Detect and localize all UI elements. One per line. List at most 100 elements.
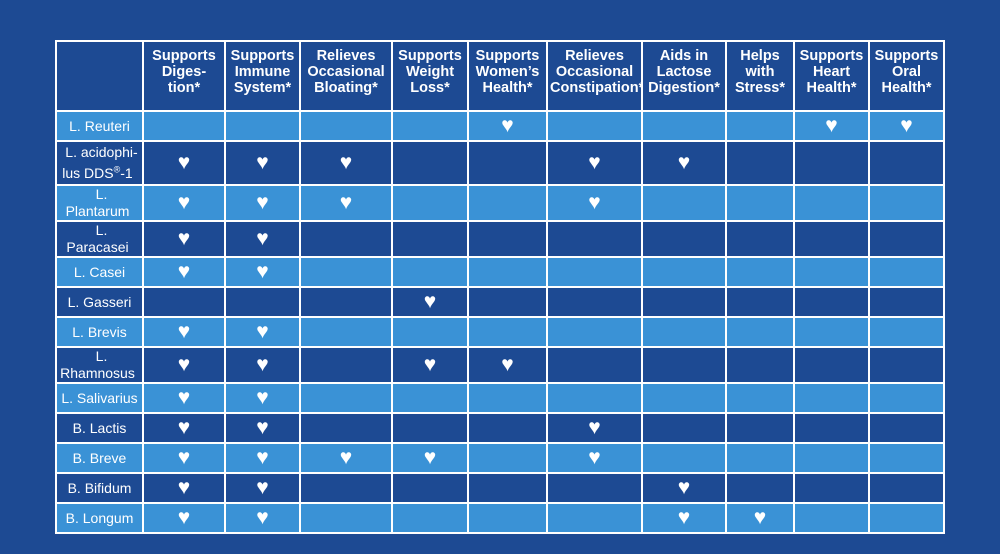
- benefit-cell: [641, 412, 727, 444]
- benefit-cell: ♥: [725, 502, 795, 534]
- benefit-cell: [142, 286, 226, 318]
- strain-name-cell: L. Casei: [55, 256, 144, 288]
- strain-name: L. Casei: [73, 263, 126, 280]
- strain-name: L. Paracasei: [66, 222, 129, 255]
- strain-name-cell: L. acidophi-lus DDS®-1: [55, 140, 144, 186]
- benefit-cell: [546, 502, 643, 534]
- table-row: L. Brevis ♥ ♥: [55, 316, 945, 348]
- strain-name: B. Bifidum: [67, 479, 132, 496]
- heart-icon: ♥: [177, 476, 191, 499]
- benefit-cell: [546, 286, 643, 318]
- strain-name-cell: L. Paracasei: [55, 220, 144, 258]
- strain-name-cell: B. Breve: [55, 442, 144, 474]
- heart-icon: ♥: [177, 260, 191, 283]
- benefit-cell: [725, 412, 795, 444]
- table-body: L. Reuteri ♥ ♥ ♥ L. acidophi-lus DDS®-1 ♥ ♥ ♥ ♥ ♥…: [55, 110, 945, 534]
- benefit-cell: ♥: [142, 184, 226, 222]
- benefit-cell: ♥: [142, 256, 226, 288]
- benefit-cell: ♥: [142, 346, 226, 384]
- benefit-cell: ♥: [299, 140, 393, 186]
- column-header-label: Supports Immune System*: [230, 48, 295, 96]
- benefit-cell: ♥: [391, 442, 469, 474]
- benefit-cell: [546, 472, 643, 504]
- table-row: B. Bifidum ♥ ♥ ♥: [55, 472, 945, 504]
- benefit-cell: [725, 286, 795, 318]
- heart-icon: ♥: [177, 227, 191, 250]
- benefit-cell: ♥: [546, 184, 643, 222]
- benefit-cell: [299, 110, 393, 142]
- benefit-cell: [299, 316, 393, 348]
- heart-icon: ♥: [588, 191, 601, 214]
- benefit-cell: [793, 442, 870, 474]
- benefit-cell: ♥: [224, 346, 301, 384]
- heart-icon: ♥: [753, 506, 767, 529]
- benefit-cell: ♥: [224, 502, 301, 534]
- strain-name-cell: L. Salivarius: [55, 382, 144, 414]
- benefit-cell: [391, 184, 469, 222]
- strain-name: L. Plantarum: [65, 186, 130, 219]
- benefit-cell: [391, 140, 469, 186]
- heart-icon: ♥: [423, 353, 437, 376]
- heart-icon: ♥: [256, 320, 269, 343]
- column-header: Supports Weight Loss*: [391, 40, 469, 112]
- benefit-cell: ♥: [142, 316, 226, 348]
- strain-name-cell: L. Brevis: [55, 316, 144, 348]
- heart-icon: ♥: [677, 476, 691, 499]
- benefit-cell: [868, 220, 945, 258]
- benefit-cell: [868, 286, 945, 318]
- column-header: Supports Immune System*: [224, 40, 301, 112]
- benefit-cell: [641, 286, 727, 318]
- heart-icon: ♥: [900, 114, 913, 137]
- heart-icon: ♥: [588, 446, 601, 469]
- benefit-cell: [641, 442, 727, 474]
- benefit-cell: ♥: [224, 382, 301, 414]
- heart-icon: ♥: [256, 151, 269, 174]
- table-row: L. Plantarum ♥ ♥ ♥ ♥: [55, 184, 945, 222]
- column-header-label: Supports Oral Health*: [874, 48, 939, 96]
- benefit-cell: [725, 256, 795, 288]
- heart-icon: ♥: [177, 446, 191, 469]
- benefit-cell: [546, 346, 643, 384]
- strain-name: B. Lactis: [72, 419, 127, 436]
- benefit-cell: [868, 382, 945, 414]
- heart-icon: ♥: [177, 320, 191, 343]
- benefit-cell: [299, 412, 393, 444]
- column-header-label: Relieves Occasional Constipation*: [550, 48, 642, 96]
- table-row: B. Breve ♥ ♥ ♥ ♥ ♥: [55, 442, 945, 474]
- heart-icon: ♥: [588, 416, 601, 439]
- strain-name: B. Longum: [65, 509, 134, 526]
- benefit-cell: [793, 382, 870, 414]
- benefit-cell: [467, 220, 548, 258]
- benefit-cell: ♥: [299, 184, 393, 222]
- heart-icon: ♥: [339, 191, 353, 214]
- table-row: L. Paracasei ♥ ♥: [55, 220, 945, 258]
- table-row: L. acidophi-lus DDS®-1 ♥ ♥ ♥ ♥ ♥: [55, 140, 945, 186]
- benefit-cell: [467, 286, 548, 318]
- column-header-label: Supports Heart Health*: [799, 48, 864, 96]
- benefit-cell: ♥: [224, 184, 301, 222]
- benefit-cell: ♥: [224, 412, 301, 444]
- table-row: L. Salivarius ♥ ♥: [55, 382, 945, 414]
- table-row: L. Gasseri ♥: [55, 286, 945, 318]
- heart-icon: ♥: [825, 114, 838, 137]
- benefit-cell: ♥: [546, 442, 643, 474]
- benefit-cell: [299, 346, 393, 384]
- benefit-cell: [793, 184, 870, 222]
- benefit-cell: [391, 502, 469, 534]
- benefit-cell: [793, 502, 870, 534]
- benefit-cell: [224, 110, 301, 142]
- benefit-cell: ♥: [224, 472, 301, 504]
- strain-name: L. Rhamnosus: [60, 348, 135, 381]
- heart-icon: ♥: [256, 506, 269, 529]
- benefit-cell: ♥: [142, 442, 226, 474]
- heart-icon: ♥: [339, 151, 353, 174]
- benefit-cell: [868, 316, 945, 348]
- benefit-cell: [641, 220, 727, 258]
- benefit-cell: ♥: [142, 382, 226, 414]
- corner-cell: [55, 40, 144, 112]
- benefit-cell: [641, 184, 727, 222]
- heart-icon: ♥: [177, 416, 191, 439]
- column-header: Supports Oral Health*: [868, 40, 945, 112]
- heart-icon: ♥: [177, 191, 191, 214]
- benefit-cell: [391, 316, 469, 348]
